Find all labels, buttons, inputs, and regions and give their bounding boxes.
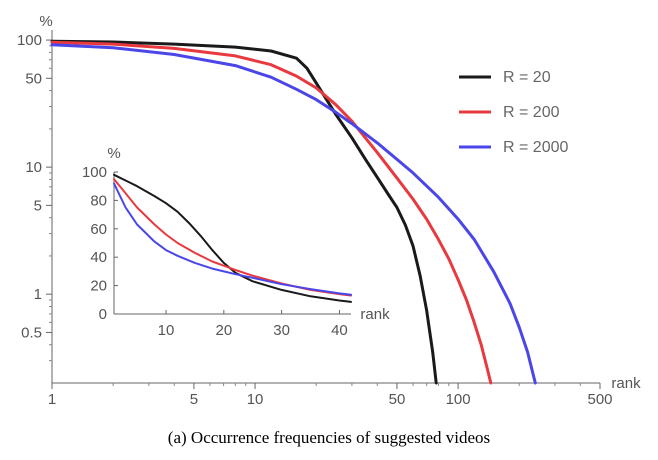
main-x-ticks: 1 5 10 50 100 500 bbox=[48, 383, 613, 408]
main-x-tick-label: 500 bbox=[587, 391, 612, 408]
inset-x-ticks: 10 20 30 40 bbox=[158, 310, 348, 339]
legend-label: R = 200 bbox=[503, 104, 560, 121]
main-x-tick-label: 1 bbox=[48, 391, 56, 408]
main-y-tick-label: 10 bbox=[25, 159, 42, 176]
inset-series-line-1 bbox=[113, 173, 352, 303]
figure-caption: (a) Occurrence frequencies of suggested … bbox=[168, 428, 490, 447]
main-series-line-2 bbox=[50, 40, 493, 385]
main-y-axis-label: % bbox=[39, 13, 52, 30]
inset-x-tick-label: 30 bbox=[273, 322, 290, 339]
main-y-tick-label: 0.5 bbox=[21, 324, 42, 341]
inset-background bbox=[110, 160, 355, 330]
legend-label: R = 20 bbox=[503, 69, 551, 86]
legend-label: R = 2000 bbox=[503, 139, 568, 156]
inset-series-lines bbox=[113, 173, 352, 303]
inset-y-tick-label: 40 bbox=[90, 249, 107, 266]
inset-x-tick-label: 10 bbox=[158, 322, 175, 339]
main-series-line-3 bbox=[50, 43, 537, 385]
inset-x-tick-label: 40 bbox=[331, 322, 348, 339]
inset-series-line-3 bbox=[113, 182, 352, 296]
inset-x-tick-label: 20 bbox=[215, 322, 232, 339]
inset-y-tick-label: 80 bbox=[90, 192, 107, 209]
main-x-tick-label: 100 bbox=[446, 391, 471, 408]
inset-y-tick-label: 100 bbox=[82, 164, 107, 181]
inset-y-axis-label: % bbox=[107, 145, 120, 162]
legend: R = 20 R = 200 R = 2000 bbox=[459, 69, 568, 156]
main-series-line-1 bbox=[50, 39, 438, 385]
main-y-tick-label: 50 bbox=[25, 70, 42, 87]
main-x-tick-label: 50 bbox=[389, 391, 406, 408]
main-x-tick-label: 10 bbox=[247, 391, 264, 408]
inset-y-tick-label: 60 bbox=[90, 221, 107, 238]
main-y-ticks: 0.5 1 5 10 50 100 bbox=[17, 32, 52, 362]
main-y-tick-label: 100 bbox=[17, 32, 42, 49]
inset-y-tick-label: 0 bbox=[99, 306, 107, 323]
inset-y-ticks: 0 20 40 60 80 100 bbox=[82, 164, 118, 323]
inset-chart: 10 20 30 40 0 20 40 60 80 100 % rank bbox=[82, 145, 390, 339]
inset-y-tick-label: 20 bbox=[90, 278, 107, 295]
main-x-axis-label: rank bbox=[611, 375, 641, 392]
main-y-tick-label: 1 bbox=[34, 286, 42, 303]
main-x-tick-label: 5 bbox=[190, 391, 198, 408]
inset-x-axis-label: rank bbox=[360, 306, 390, 323]
main-y-tick-label: 5 bbox=[34, 197, 42, 214]
main-series-lines bbox=[50, 39, 537, 385]
